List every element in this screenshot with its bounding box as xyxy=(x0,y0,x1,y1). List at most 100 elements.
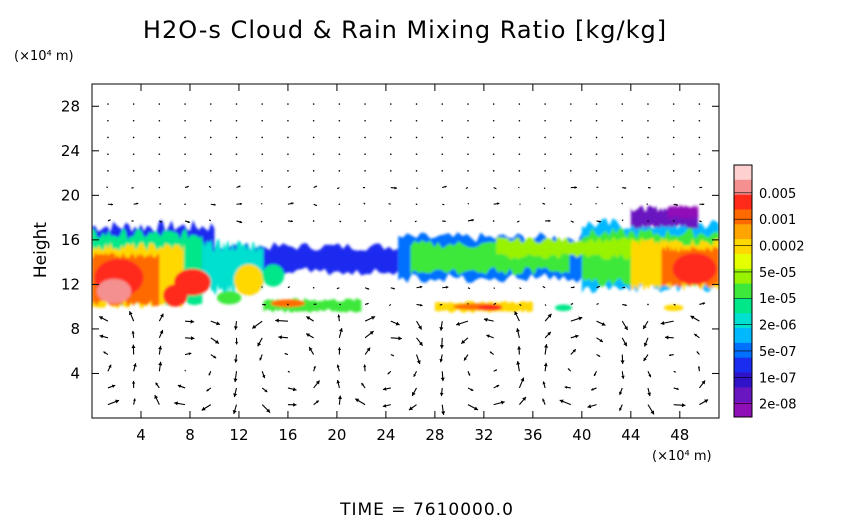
wind-vector xyxy=(235,170,238,172)
wind-vector xyxy=(206,387,212,392)
wind-vector xyxy=(338,136,341,139)
colorbar-swatch xyxy=(734,194,752,210)
wind-vector xyxy=(363,364,367,372)
wind-vector xyxy=(287,387,297,392)
wind-vector xyxy=(155,382,160,389)
cloud-cell xyxy=(270,299,306,308)
wind-vector xyxy=(158,136,161,139)
wind-vector xyxy=(210,337,220,344)
wind-vector xyxy=(492,170,495,172)
wind-vector xyxy=(619,404,623,411)
wind-vector xyxy=(312,170,315,172)
wind-vector xyxy=(439,337,444,349)
cloud-cell xyxy=(96,278,132,304)
colorbar-swatch xyxy=(734,298,752,314)
x-tick-label: 8 xyxy=(185,426,195,444)
wind-vector xyxy=(390,336,402,341)
wind-vector xyxy=(338,170,341,172)
wind-vector xyxy=(647,136,649,139)
wind-vector xyxy=(442,285,449,289)
wind-vector xyxy=(673,403,686,408)
wind-vector xyxy=(672,136,675,139)
wind-vector xyxy=(467,371,471,376)
wind-vector xyxy=(516,360,521,372)
wind-vector xyxy=(492,119,495,122)
wind-vector xyxy=(338,103,341,105)
plot-frame xyxy=(91,83,720,419)
wind-vector xyxy=(158,329,164,339)
wind-vector xyxy=(647,186,651,189)
wind-vector xyxy=(364,103,366,105)
wind-vector xyxy=(621,136,624,139)
wind-vector xyxy=(234,354,238,363)
wind-vector xyxy=(647,220,649,222)
wind-vector xyxy=(364,119,366,122)
wind-vector xyxy=(544,119,546,122)
wind-vector xyxy=(107,219,111,222)
wind-vector xyxy=(493,369,498,372)
wind-vector xyxy=(236,185,241,189)
wind-vector xyxy=(390,103,392,105)
wind-vector xyxy=(308,346,315,355)
wind-vector xyxy=(672,153,675,155)
wind-vector xyxy=(570,203,572,206)
wind-vector xyxy=(184,185,189,189)
wind-vector xyxy=(312,153,315,155)
wind-vector xyxy=(673,387,679,391)
wind-vector xyxy=(184,352,192,356)
wind-vector xyxy=(415,119,418,122)
wind-vector xyxy=(643,354,649,362)
colorbar-swatch xyxy=(734,402,752,418)
x-tick-label: 12 xyxy=(229,426,248,444)
wind-vector xyxy=(440,371,445,382)
wind-vector xyxy=(544,313,552,322)
wind-vector xyxy=(158,345,163,355)
wind-vector xyxy=(492,220,495,222)
wind-vector xyxy=(441,404,446,415)
wind-vector xyxy=(519,303,522,306)
wind-vector xyxy=(486,334,494,339)
wind-vector xyxy=(233,321,238,330)
wind-vector xyxy=(184,203,186,206)
wind-vector xyxy=(673,203,678,206)
wind-vector xyxy=(158,313,164,322)
wind-vector xyxy=(699,399,709,406)
wind-vector xyxy=(337,347,342,355)
cloud-region xyxy=(667,204,699,220)
cloud-cell xyxy=(554,304,573,312)
wind-vector xyxy=(416,285,423,289)
wind-vector xyxy=(362,186,366,189)
wind-vector xyxy=(390,170,392,172)
wind-vector xyxy=(542,285,546,289)
wind-vector xyxy=(699,186,703,189)
wind-vector xyxy=(364,170,366,172)
wind-vector xyxy=(390,320,400,326)
wind-vector xyxy=(620,354,625,364)
wind-vector xyxy=(570,316,583,322)
wind-vector xyxy=(259,354,263,361)
cloud-cell xyxy=(663,304,684,312)
wind-vector xyxy=(595,103,598,105)
x-tick-label: 24 xyxy=(376,426,395,444)
wind-vector xyxy=(390,220,392,222)
wind-vector xyxy=(621,202,623,205)
wind-vector xyxy=(313,365,316,372)
wind-vector xyxy=(184,103,186,105)
wind-vector xyxy=(441,119,444,122)
colorbar-label: 1e-07 xyxy=(759,371,797,386)
x-axis: 4 8 12 16 20 24 28 32 36 40 44 48 xyxy=(136,84,689,444)
wind-vector xyxy=(596,302,599,305)
wind-vector xyxy=(174,401,186,406)
wind-vector xyxy=(621,153,624,155)
wind-vector xyxy=(313,400,320,406)
wind-vector xyxy=(312,136,315,139)
wind-vector xyxy=(107,153,109,155)
wind-vector xyxy=(595,119,598,122)
wind-vector xyxy=(493,400,505,406)
wind-vector xyxy=(593,370,598,377)
wind-vector xyxy=(261,404,271,413)
wind-vector xyxy=(208,185,212,188)
wind-vector xyxy=(618,387,623,396)
wind-vector xyxy=(467,170,469,172)
